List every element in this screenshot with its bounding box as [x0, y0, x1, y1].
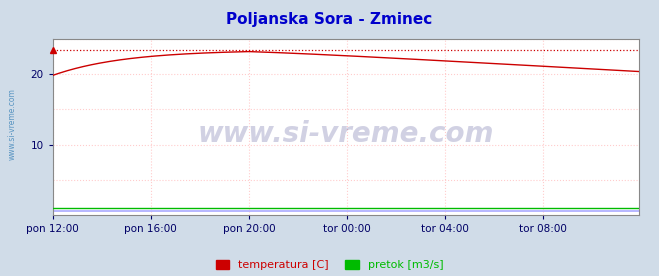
Text: www.si-vreme.com: www.si-vreme.com: [198, 120, 494, 148]
Legend: temperatura [C], pretok [m3/s]: temperatura [C], pretok [m3/s]: [215, 260, 444, 270]
Text: Poljanska Sora - Zminec: Poljanska Sora - Zminec: [227, 12, 432, 27]
Text: www.si-vreme.com: www.si-vreme.com: [8, 88, 17, 160]
